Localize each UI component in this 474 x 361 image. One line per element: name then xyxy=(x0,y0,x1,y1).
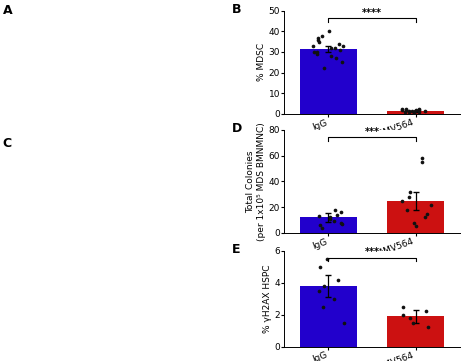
Text: ***: *** xyxy=(365,127,380,137)
Point xyxy=(314,51,321,57)
Text: B: B xyxy=(232,3,241,16)
Point xyxy=(334,277,342,282)
Point xyxy=(330,296,337,302)
Text: A: A xyxy=(2,4,12,17)
Point xyxy=(403,207,411,213)
Point xyxy=(328,53,335,59)
Bar xyxy=(300,49,357,114)
Bar xyxy=(387,316,445,347)
Point xyxy=(310,49,318,55)
Point xyxy=(406,109,413,114)
Point xyxy=(408,108,416,114)
Y-axis label: Total Colonies
(per 1x10⁵ MDS BMNMNC): Total Colonies (per 1x10⁵ MDS BMNMNC) xyxy=(246,122,266,241)
Point xyxy=(422,214,429,220)
Point xyxy=(407,315,414,321)
Point xyxy=(320,283,328,289)
Bar xyxy=(387,111,445,114)
Point xyxy=(315,39,323,44)
Point xyxy=(419,159,426,165)
Point xyxy=(317,264,324,270)
Point xyxy=(411,108,419,114)
Point xyxy=(325,29,333,34)
Point xyxy=(327,216,334,222)
Point xyxy=(339,59,346,65)
Point xyxy=(415,107,423,113)
Point xyxy=(314,49,321,55)
Bar xyxy=(387,201,445,233)
Point xyxy=(336,47,344,53)
Point xyxy=(402,106,410,112)
Point xyxy=(398,107,405,113)
Bar xyxy=(300,217,357,233)
Point xyxy=(399,312,407,318)
Point xyxy=(410,219,418,225)
Point xyxy=(424,325,432,330)
Point xyxy=(331,45,338,51)
Point xyxy=(406,194,413,200)
Point xyxy=(335,41,343,47)
Point xyxy=(320,66,328,71)
Point xyxy=(340,320,347,326)
Point xyxy=(318,225,326,231)
Text: D: D xyxy=(232,122,242,135)
Point xyxy=(409,320,416,326)
Point xyxy=(318,32,326,38)
Point xyxy=(323,256,331,262)
Point xyxy=(398,198,406,204)
Point xyxy=(402,108,410,113)
Point xyxy=(412,107,420,113)
Point xyxy=(412,223,419,229)
Point xyxy=(338,221,346,227)
Point xyxy=(406,109,413,115)
Point xyxy=(332,55,339,61)
Point xyxy=(410,110,418,116)
Point xyxy=(337,209,345,215)
Point xyxy=(406,189,414,195)
Point xyxy=(317,222,324,228)
Point xyxy=(333,212,340,218)
Text: ***: *** xyxy=(365,247,380,257)
Y-axis label: % MDSC: % MDSC xyxy=(257,43,266,81)
Point xyxy=(314,35,322,40)
Point xyxy=(328,45,335,51)
Point xyxy=(310,43,317,49)
Text: ****: **** xyxy=(362,8,382,18)
Text: C: C xyxy=(2,137,11,150)
Y-axis label: % γH2AX HSPC: % γH2AX HSPC xyxy=(263,265,272,333)
Point xyxy=(337,219,345,225)
Point xyxy=(416,109,423,115)
Point xyxy=(315,288,322,293)
Point xyxy=(399,106,406,112)
Point xyxy=(315,213,323,219)
Point xyxy=(314,37,322,43)
Point xyxy=(423,211,430,217)
Point xyxy=(423,309,430,314)
Point xyxy=(400,304,407,310)
Point xyxy=(339,43,347,49)
Bar xyxy=(300,286,357,347)
Point xyxy=(326,214,334,220)
Point xyxy=(419,155,426,161)
Point xyxy=(330,218,338,224)
Point xyxy=(331,207,339,213)
Point xyxy=(319,304,327,310)
Point xyxy=(421,108,428,113)
Point xyxy=(416,106,423,112)
Point xyxy=(401,109,408,114)
Text: E: E xyxy=(232,243,240,256)
Point xyxy=(427,202,434,208)
